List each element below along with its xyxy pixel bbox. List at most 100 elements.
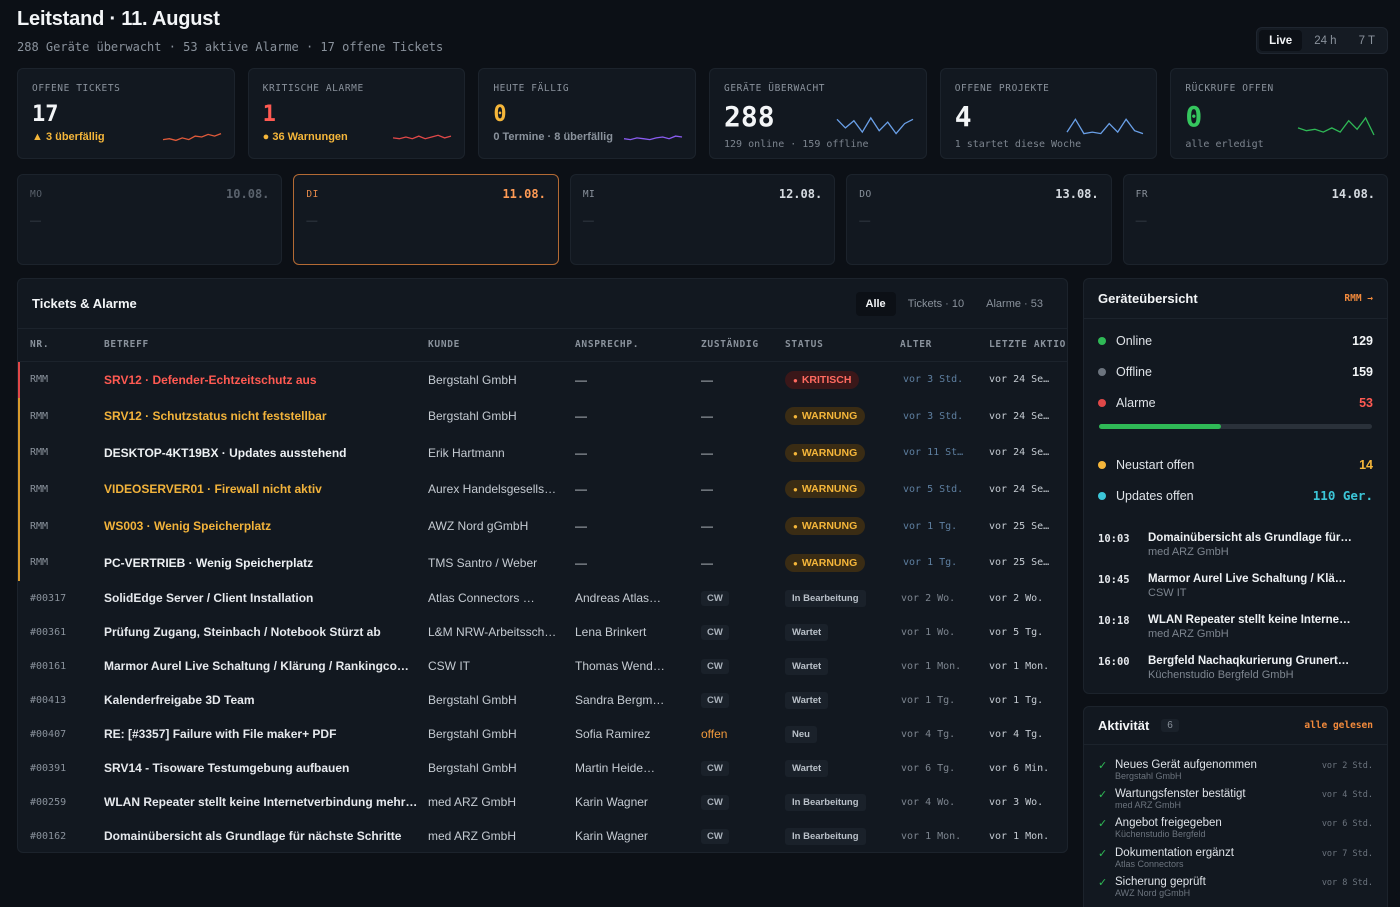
tab-alarme[interactable]: Alarme · 53 <box>986 297 1043 310</box>
tab-tickets[interactable]: Tickets · 10 <box>907 297 965 310</box>
activity-item-time: vor 7 Std. <box>1321 848 1373 859</box>
activity-item-time: vor 4 Std. <box>1321 790 1373 801</box>
ticket-assignee-cell: offen <box>701 727 728 742</box>
mark-all-read-link[interactable]: alle gelesen <box>1304 720 1373 731</box>
row-number: RMM <box>18 471 104 508</box>
ticket-row[interactable]: #00317 SolidEdge Server / Client Installa… <box>18 581 1067 615</box>
row-subject: DESKTOP-4KT19BX · Updates ausstehend <box>104 445 347 460</box>
checkmark-icon: ✓ <box>1098 760 1108 772</box>
ticket-status-cell: Wartet <box>785 615 900 649</box>
ticket-subject: WLAN Repeater stellt keine Internetverbi… <box>104 795 428 810</box>
ticket-assignee-cell: CW <box>701 785 785 819</box>
rmm-link[interactable]: RMM → <box>1344 293 1373 304</box>
ticket-row[interactable]: #00162 Domainübersicht als Grundlage für … <box>18 819 1067 852</box>
range-live-button[interactable]: Live <box>1259 30 1303 51</box>
tab-alle[interactable]: Alle <box>855 291 896 316</box>
status-dot-icon <box>1098 491 1106 500</box>
ticket-status-cell: Wartet <box>785 751 900 785</box>
event-time: 10:18 <box>1098 615 1130 627</box>
ticket-row[interactable]: #00407 RE: [#3357] Failure with File make… <box>18 717 1067 751</box>
device-stat-row[interactable]: Neustart offen 14 <box>1084 449 1387 480</box>
column-header[interactable]: ALTER <box>900 329 989 362</box>
ticket-age: vor 2 Wo. <box>901 592 956 604</box>
device-event-item[interactable]: 10:18 WLAN Repeater stellt keine Interne…… <box>1084 614 1387 646</box>
day-card-fr[interactable]: FR 14.08. — <box>1122 174 1389 265</box>
ticket-row[interactable]: #00259 WLAN Repeater stellt keine Interne… <box>18 785 1067 819</box>
alarm-row[interactable]: RMM DESKTOP-4KT19BX · Updates ausstehend E… <box>18 434 1067 471</box>
kpi-label: OFFENE PROJEKTE <box>954 83 1050 94</box>
ticket-row[interactable]: #00391 SRV14 - Tisoware Testumgebung aufb… <box>18 751 1067 785</box>
status-badge: In Bearbeitung <box>785 793 866 811</box>
ticket-contact: Martin Heide… <box>575 761 656 776</box>
ticket-contact: Thomas Wend… <box>575 659 665 674</box>
page-subtitle: 288 Geräte überwacht · 53 aktive Alarme … <box>17 40 444 54</box>
column-header[interactable]: LETZTE AKTIO <box>989 329 1067 362</box>
column-header[interactable]: BETREFF <box>104 329 428 362</box>
ticket-row[interactable]: #00413 Kalenderfreigabe 3D Team Bergstahl … <box>18 683 1067 717</box>
kpi-value: 0 <box>1185 100 1203 133</box>
activity-item[interactable]: ✓ Sicherung geprüft AWZ Nord gGmbH vor 8 St… <box>1084 872 1387 901</box>
kpi-sparkline <box>1297 116 1375 136</box>
column-header[interactable]: ZUSTÄNDIG <box>701 329 785 362</box>
status-badge: Wartet <box>785 691 829 709</box>
alarm-row[interactable]: RMM WS003 · Wenig Speicherplatz AWZ Nord g… <box>18 508 1067 545</box>
range-7t-button[interactable]: 7 T <box>1358 35 1375 47</box>
alarm-row[interactable]: RMM SRV12 · Defender-Echtzeitschutz aus Be… <box>18 361 1067 398</box>
ticket-number: #00162 <box>30 830 67 842</box>
row-customer: TMS Santro / Weber <box>428 555 538 570</box>
alarm-row[interactable]: RMM SRV12 · Schutzstatus nicht feststellb… <box>18 398 1067 435</box>
ticket-last-action: vor 1 Tg. <box>989 694 1044 706</box>
ticket-last-action: vor 1 Mon. <box>989 830 1050 842</box>
status-badge: WARNUNG <box>785 517 866 536</box>
row-assignee: — <box>701 409 713 424</box>
page-title: Leitstand · 11. August <box>17 8 220 30</box>
day-card-mi[interactable]: MI 12.08. — <box>569 174 836 265</box>
ticket-last-action: vor 3 Wo. <box>989 796 1044 808</box>
device-event-item[interactable]: 10:03 Domainübersicht als Grundlage für… m… <box>1084 532 1387 564</box>
kpi-footnote: 0 Termine · 8 überfällig <box>493 131 613 143</box>
alarm-row[interactable]: RMM PC-VERTRIEB · Wenig Speicherplatz TMS … <box>18 544 1067 581</box>
event-customer: med ARZ GmbH <box>1148 546 1229 558</box>
range-24h-button[interactable]: 24 h <box>1314 35 1337 47</box>
activity-item[interactable]: ✓ Angebot freigegeben Küchenstudio Bergfel… <box>1084 813 1387 842</box>
activity-count-badge: 6 <box>1161 719 1179 732</box>
kpi-label: GERÄTE ÜBERWACHT <box>724 83 826 94</box>
column-header[interactable]: ANSPRECHP. <box>575 329 701 362</box>
activity-item-time: vor 6 Std. <box>1321 819 1373 830</box>
kpi-label: KRITISCHE ALARME <box>262 83 364 94</box>
ticket-row[interactable]: #00361 Prüfung Zugang, Steinbach / Notebo… <box>18 615 1067 649</box>
row-customer: AWZ Nord gGmbH <box>428 519 529 534</box>
row-number: RMM <box>18 434 104 471</box>
day-name: MI <box>582 189 596 200</box>
ticket-age: vor 6 Tg. <box>901 762 956 774</box>
device-event-item[interactable]: 16:00 Bergfeld Nachaqkurierung Grunert… Kü… <box>1084 655 1387 687</box>
column-header[interactable]: NR. <box>18 329 104 362</box>
ticket-customer: med ARZ GmbH <box>428 829 517 844</box>
day-card-do[interactable]: DO 13.08. — <box>846 174 1112 265</box>
activity-item[interactable]: ✓ Dokumentation ergänzt Atlas Connectors vo… <box>1084 843 1387 872</box>
activity-item[interactable]: ✓ Neues Gerät aufgenommen Bergstahl GmbH vo… <box>1084 755 1387 784</box>
device-maintenance-stats: Neustart offen 14 Updates offen 110 Ger. <box>1084 449 1387 511</box>
ticket-customer: Bergstahl GmbH <box>428 727 517 742</box>
day-card-mo[interactable]: MO 10.08. — <box>17 174 283 265</box>
device-overview-header: Geräteübersicht RMM → <box>1084 279 1387 319</box>
device-overview-title: Geräteübersicht <box>1098 291 1198 306</box>
device-stat-row[interactable]: Updates offen 110 Ger. <box>1084 480 1387 511</box>
row-status-cell: KRITISCH <box>785 361 900 398</box>
ticket-customer: CSW IT <box>428 659 470 674</box>
device-stat-row[interactable]: Online 129 <box>1084 325 1387 356</box>
column-header[interactable]: STATUS <box>785 329 900 362</box>
kpi-sparkline <box>836 116 913 135</box>
device-event-item[interactable]: 10:45 Marmor Aurel Live Schaltung / Klä… C… <box>1084 573 1387 605</box>
ticket-row[interactable]: #00161 Marmor Aurel Live Schaltung / Klär… <box>18 649 1067 683</box>
row-number: RMM <box>18 508 104 545</box>
status-badge: Wartet <box>785 623 829 641</box>
column-header[interactable]: KUNDE <box>428 329 575 362</box>
tickets-tabs: Alle Tickets · 10 Alarme · 53 <box>855 291 1054 316</box>
alarm-row[interactable]: RMM VIDEOSERVER01 · Firewall nicht aktiv A… <box>18 471 1067 508</box>
day-card-di[interactable]: DI 11.08. — <box>293 174 559 265</box>
device-stat-row[interactable]: Offline 159 <box>1084 356 1387 387</box>
device-stat-row[interactable]: Alarme 53 <box>1084 387 1387 418</box>
row-status-cell: WARNUNG <box>785 508 900 545</box>
activity-item[interactable]: ✓ Wartungsfenster bestätigt med ARZ GmbH vo… <box>1084 784 1387 813</box>
